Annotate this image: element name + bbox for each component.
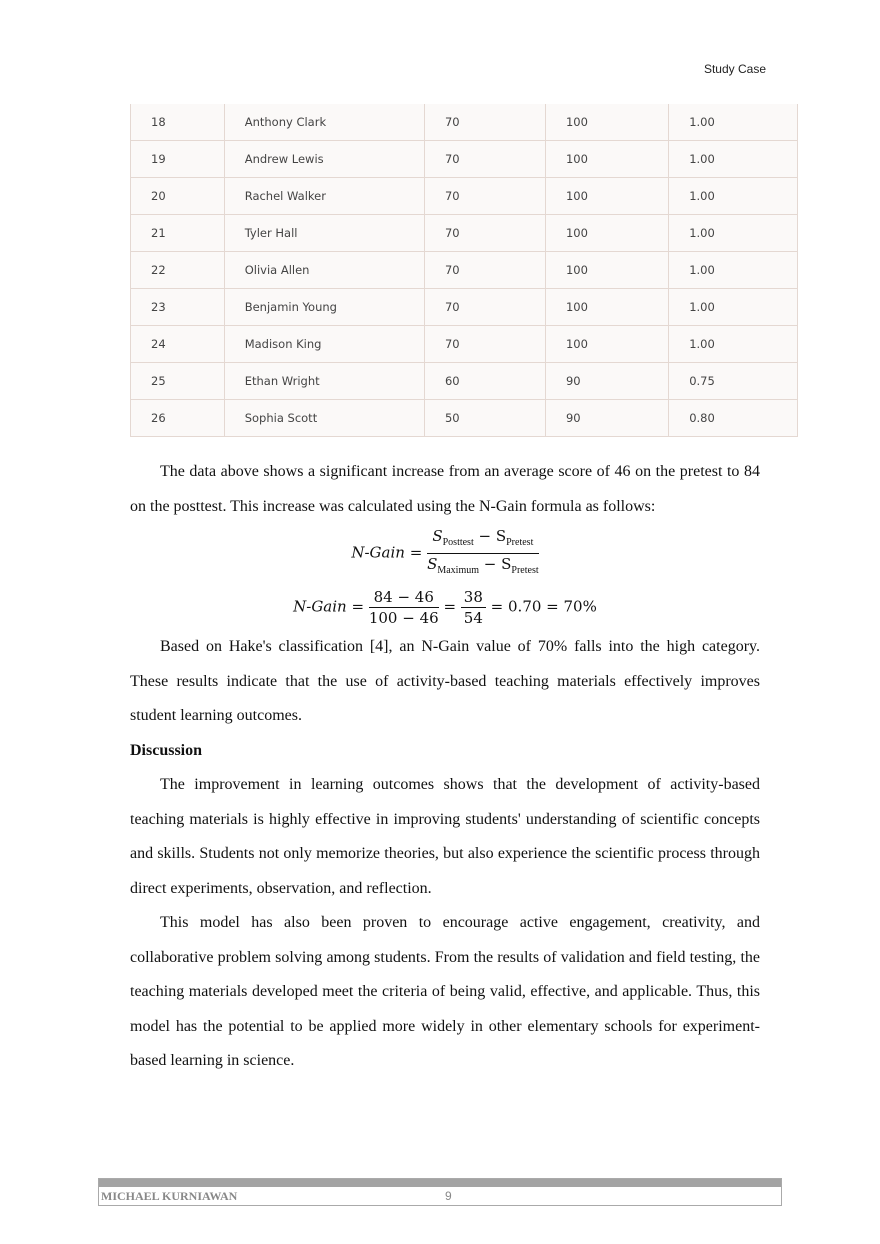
- table-cell: 100: [544, 177, 670, 215]
- table-cell: 1.00: [668, 288, 798, 326]
- table-cell: 90: [544, 399, 670, 437]
- sub: Maximum: [437, 565, 480, 576]
- table-cell: 20: [130, 177, 225, 215]
- table-cell: 100: [544, 140, 670, 178]
- table-cell: 18: [130, 104, 225, 141]
- paragraph: The data above shows a significant incre…: [130, 463, 760, 515]
- paragraph: This model has also been proven to encou…: [130, 914, 760, 1069]
- table-cell: 70: [423, 325, 546, 363]
- table-cell: 25: [130, 362, 225, 400]
- table-cell: 1.00: [668, 214, 798, 252]
- table-cell: 70: [423, 140, 546, 178]
- footer-bar: [99, 1179, 781, 1187]
- paragraph: Based on Hake's classification [4], an N…: [130, 638, 760, 724]
- table-cell: 70: [423, 214, 546, 252]
- table-cell: 0.80: [668, 399, 798, 437]
- table-cell: 100: [544, 214, 670, 252]
- table-row: 23 Benjamin Young 70 100 1.00: [130, 288, 798, 326]
- table-cell: Anthony Clark: [223, 104, 425, 141]
- table-cell: 0.75: [668, 362, 798, 400]
- table-cell: Andrew Lewis: [223, 140, 425, 178]
- table-row: 25 Ethan Wright 60 90 0.75: [130, 362, 798, 400]
- result: = 0.70 = 70%: [490, 597, 597, 616]
- table-cell: 24: [130, 325, 225, 363]
- eq-lhs: N-Gain =: [351, 543, 423, 562]
- table-cell: 26: [130, 399, 225, 437]
- equals: =: [443, 597, 457, 616]
- table-cell: 19: [130, 140, 225, 178]
- table-cell: 70: [423, 288, 546, 326]
- denominator: 54: [463, 609, 483, 627]
- table-cell: Madison King: [223, 325, 425, 363]
- ngain-formula: N-Gain = SPosttest − SPretest SMaximum − …: [130, 526, 760, 581]
- table-cell: 90: [544, 362, 670, 400]
- table-row: 26 Sophia Scott 50 90 0.80: [130, 399, 798, 437]
- body-text: The data above shows a significant incre…: [130, 455, 760, 1079]
- table-cell: 23: [130, 288, 225, 326]
- sub: Pretest: [511, 565, 539, 576]
- table-cell: 1.00: [668, 177, 798, 215]
- paragraph: The improvement in learning outcomes sho…: [130, 776, 760, 897]
- sym: − S: [473, 527, 507, 545]
- table-cell: 1.00: [668, 251, 798, 289]
- footer: MICHAEL KURNIAWAN 9: [98, 1178, 782, 1206]
- table-cell: 100: [544, 251, 670, 289]
- table-cell: 70: [423, 251, 546, 289]
- numerator: 38: [460, 587, 486, 608]
- sym: S: [427, 555, 438, 573]
- table-row: 19 Andrew Lewis 70 100 1.00: [130, 140, 798, 178]
- page-number: 9: [445, 1189, 452, 1203]
- table-row: 20 Rachel Walker 70 100 1.00: [130, 177, 798, 215]
- table-row: 22 Olivia Allen 70 100 1.00: [130, 251, 798, 289]
- table-cell: 21: [130, 214, 225, 252]
- table-cell: Sophia Scott: [223, 399, 425, 437]
- ngain-calculation: N-Gain = 84 − 46 100 − 46 = 38 54 = 0.70 =…: [130, 587, 760, 628]
- table-cell: 1.00: [668, 140, 798, 178]
- sub: Pretest: [506, 537, 534, 548]
- table-cell: Rachel Walker: [223, 177, 425, 215]
- table-cell: Ethan Wright: [223, 362, 425, 400]
- eq-lhs: N-Gain =: [293, 597, 365, 616]
- numerator: 84 − 46: [368, 587, 439, 608]
- table-cell: 100: [544, 104, 670, 141]
- sym: S: [432, 527, 443, 545]
- table-row: 18 Anthony Clark 70 100 1.00: [130, 104, 798, 141]
- table-cell: Benjamin Young: [223, 288, 425, 326]
- table-cell: 100: [544, 288, 670, 326]
- table-cell: Olivia Allen: [223, 251, 425, 289]
- table-row: 21 Tyler Hall 70 100 1.00: [130, 214, 798, 252]
- denominator: 100 − 46: [368, 609, 439, 627]
- table-cell: 1.00: [668, 104, 798, 141]
- table-cell: 70: [423, 104, 546, 141]
- sub: Posttest: [442, 537, 474, 548]
- table-cell: 60: [423, 362, 546, 400]
- table-cell: Tyler Hall: [223, 214, 425, 252]
- table-cell: 50: [423, 399, 546, 437]
- table-cell: 100: [544, 325, 670, 363]
- section-heading: Discussion: [130, 741, 203, 759]
- scores-table: 18 Anthony Clark 70 100 1.00 19 Andrew Lewis 70…: [130, 104, 798, 437]
- table-row: 24 Madison King 70 100 1.00: [130, 325, 798, 363]
- table-cell: 70: [423, 177, 546, 215]
- footer-author: MICHAEL KURNIAWAN: [101, 1189, 238, 1203]
- table-cell: 1.00: [668, 325, 798, 363]
- running-header: Study Case: [703, 62, 766, 76]
- table-cell: 22: [130, 251, 225, 289]
- sym: − S: [479, 555, 512, 573]
